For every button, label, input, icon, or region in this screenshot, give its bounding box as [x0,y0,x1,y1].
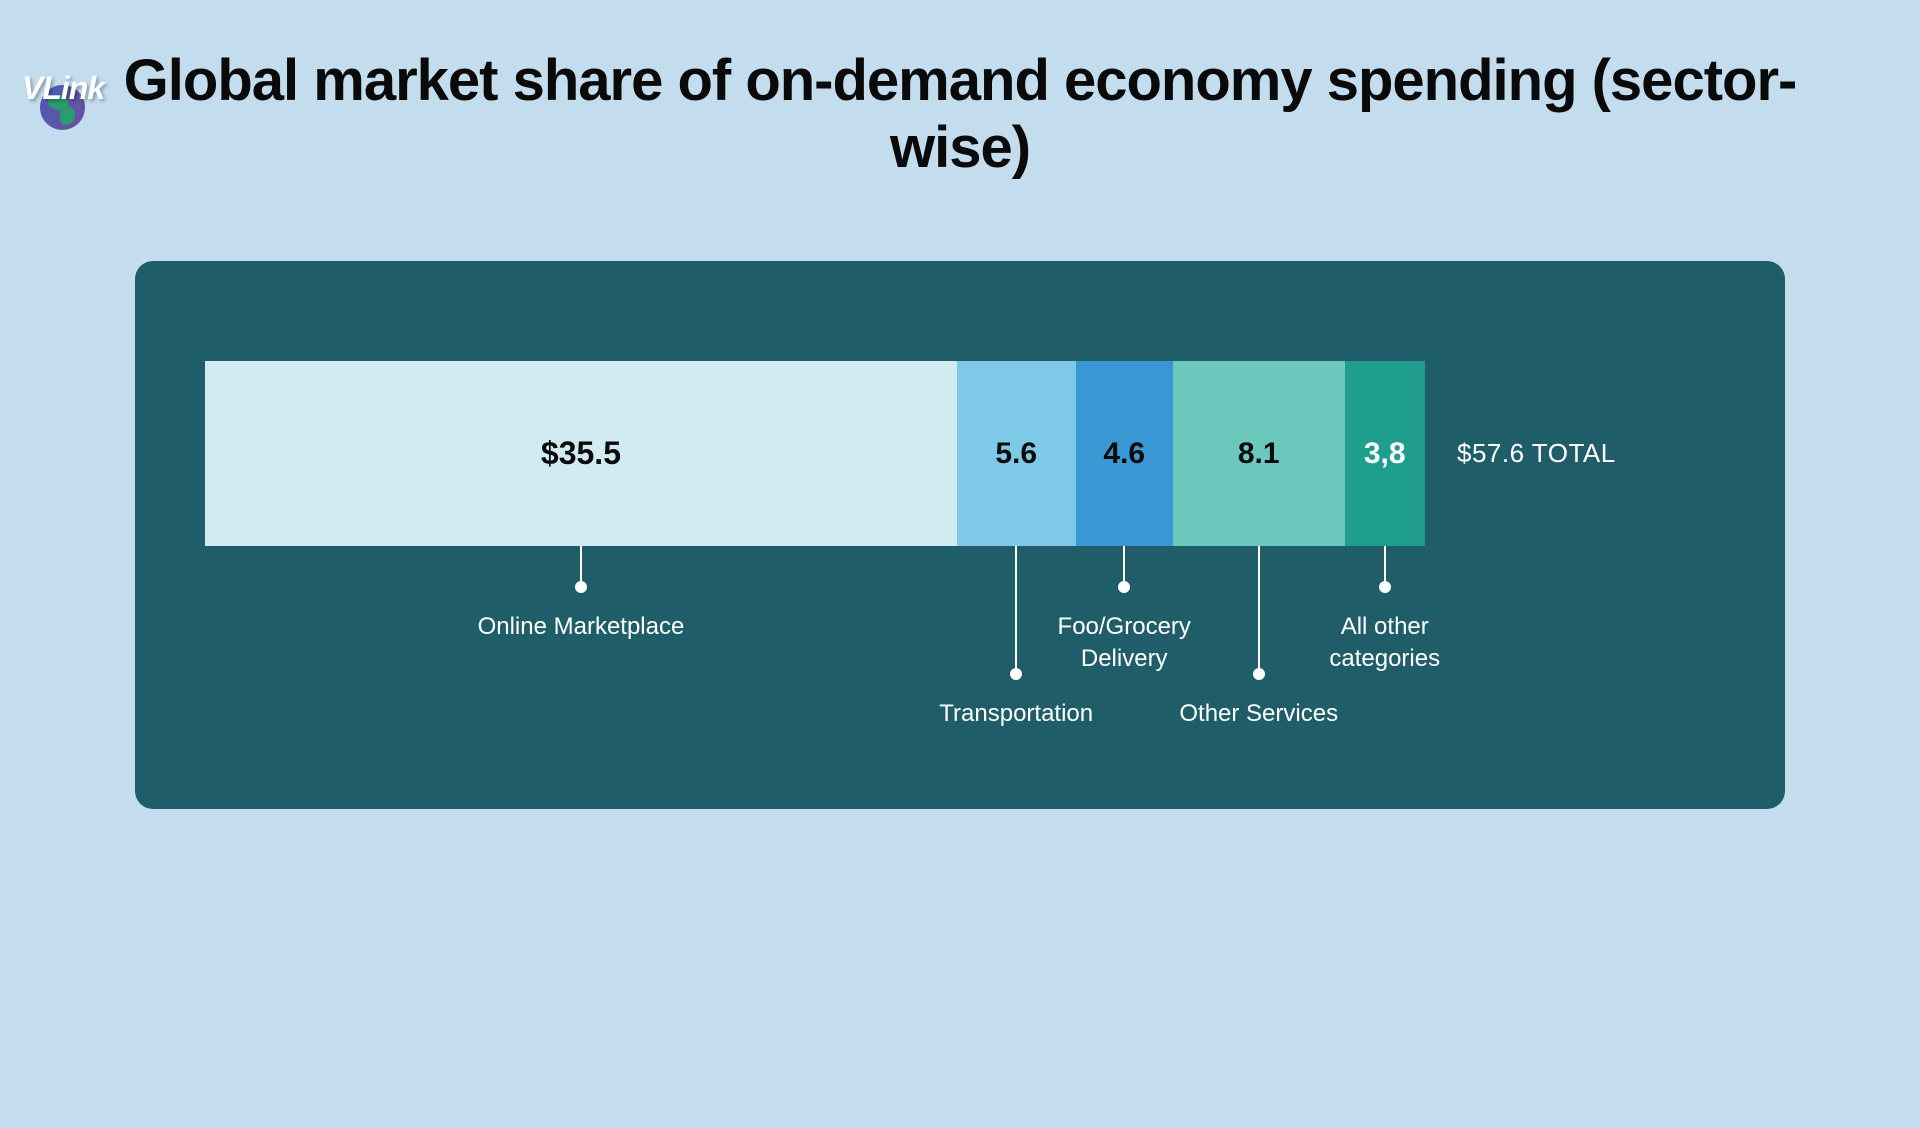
bar-segment: 3,8All othercategories [1345,361,1425,546]
pointer-dot-icon [1379,581,1391,593]
logo: VLink [22,70,142,140]
pointer-dot-icon [1010,668,1022,680]
segment-label: Foo/GroceryDelivery [1058,611,1191,673]
page-title: Global market share of on-demand economy… [0,48,1920,181]
segment-pointer: Foo/GroceryDelivery [1118,546,1130,593]
segment-pointer: All othercategories [1379,546,1391,593]
total-label: $57.6 TOTAL [1457,438,1616,469]
bar-segment: 5.6Transportation [957,361,1076,546]
segment-pointer: Other Services [1253,546,1265,680]
pointer-line [1384,546,1386,581]
pointer-dot-icon [575,581,587,593]
bar-segment: 8.1Other Services [1173,361,1345,546]
segment-value: 5.6 [995,437,1037,471]
segment-value: 3,8 [1364,437,1406,471]
segment-label: Transportation [939,698,1093,729]
segment-pointer: Online Marketplace [575,546,587,593]
pointer-dot-icon [1253,668,1265,680]
logo-text: VLink [22,70,142,107]
segment-value: 8.1 [1238,437,1280,471]
segment-label: All othercategories [1329,611,1440,673]
pointer-line [580,546,582,581]
segment-pointer: Transportation [1010,546,1022,680]
bar-segment: $35.5Online Marketplace [205,361,957,546]
pointer-line [1015,546,1017,668]
segment-label: Online Marketplace [478,611,685,642]
stacked-bar: $35.5Online Marketplace5.6Transportation… [205,361,1715,546]
segment-value: $35.5 [541,435,621,472]
pointer-dot-icon [1118,581,1130,593]
pointer-line [1123,546,1125,581]
segment-label: Other Services [1179,698,1338,729]
pointer-line [1258,546,1260,668]
chart-panel: $35.5Online Marketplace5.6Transportation… [135,261,1785,809]
segment-value: 4.6 [1103,437,1145,471]
bar-segment: 4.6Foo/GroceryDelivery [1076,361,1173,546]
